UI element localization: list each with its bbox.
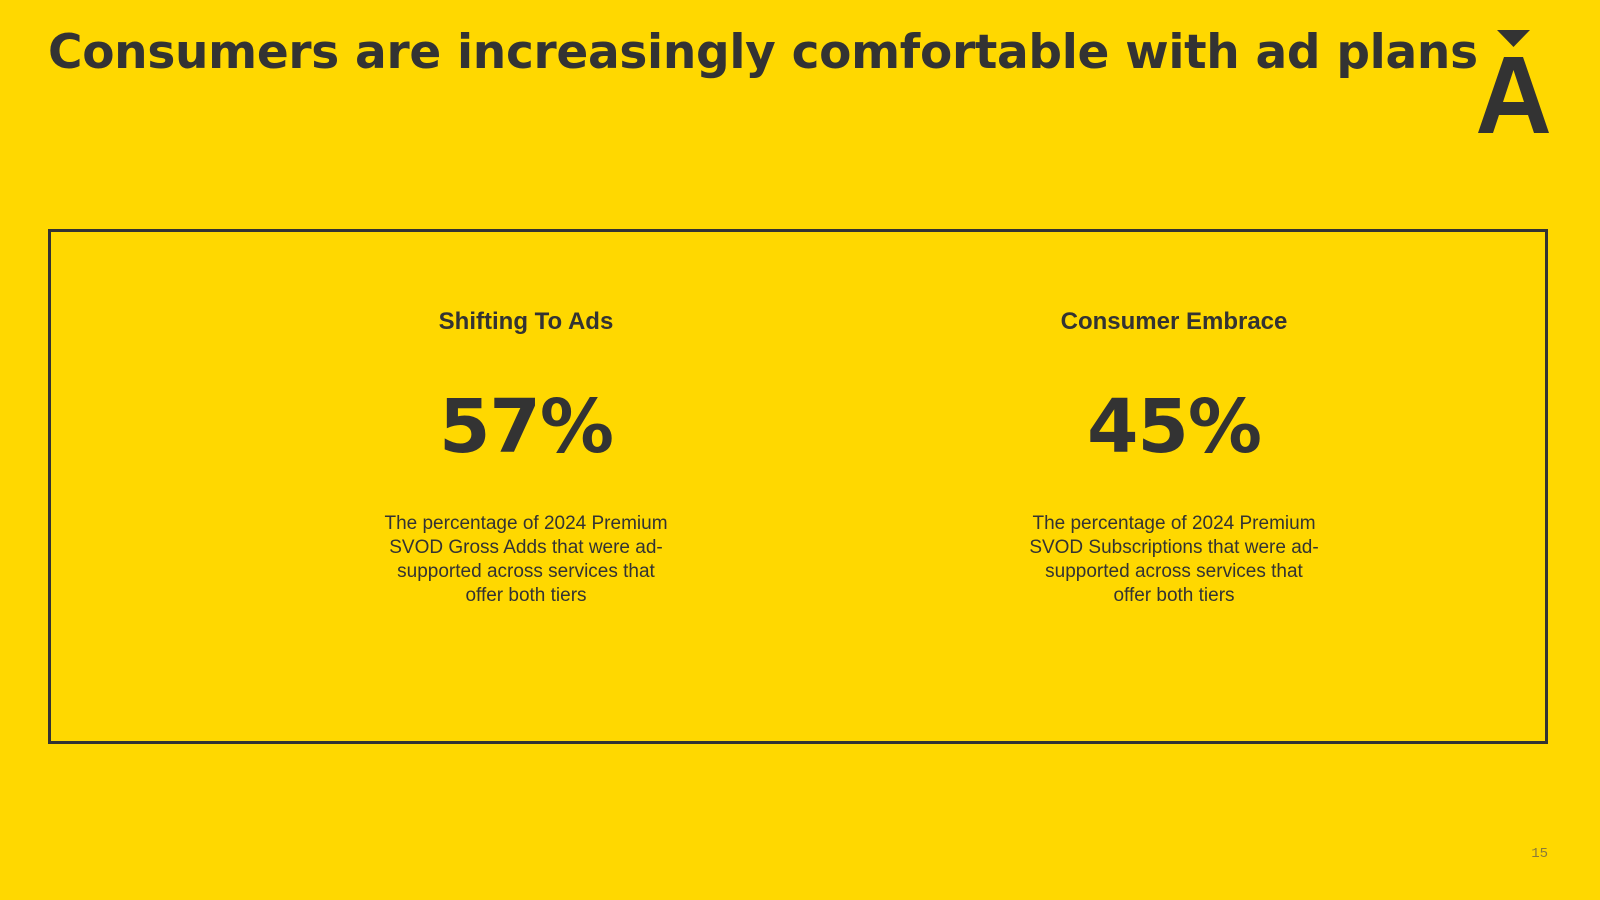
stat-heading: Shifting To Ads [438,308,614,335]
stat-value: 57% [438,384,614,470]
stats-card: Shifting To Ads 57% The percentage of 20… [48,229,1548,744]
stat-description: The percentage of 2024 Premium SVOD Subs… [1029,513,1319,606]
stat-description: The percentage of 2024 Premium SVOD Gros… [384,513,668,606]
stat-value: 45% [1086,384,1262,470]
slide-title: Consumers are increasingly comfortable w… [48,25,1478,80]
arrow-a-logo-icon [1478,30,1549,133]
stat-heading: Consumer Embrace [1060,308,1288,335]
page-number: 15 [1531,846,1548,862]
